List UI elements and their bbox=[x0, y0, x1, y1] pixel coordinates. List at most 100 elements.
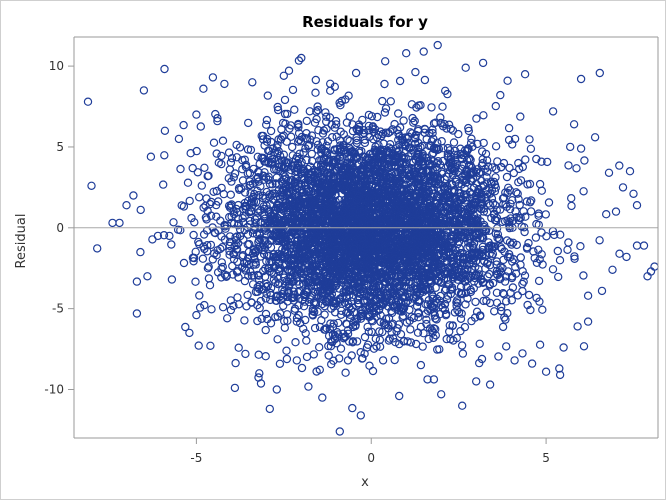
data-point bbox=[195, 291, 204, 300]
data-point bbox=[526, 144, 536, 153]
data-point bbox=[440, 119, 449, 129]
data-point bbox=[243, 145, 253, 154]
data-point bbox=[579, 342, 589, 351]
data-point bbox=[368, 220, 377, 230]
data-point bbox=[261, 294, 270, 303]
data-point bbox=[311, 75, 320, 85]
data-point bbox=[497, 162, 506, 172]
data-point bbox=[544, 198, 554, 207]
data-point bbox=[541, 210, 551, 219]
data-point bbox=[273, 140, 282, 150]
data-point bbox=[467, 163, 477, 173]
data-point bbox=[353, 126, 362, 135]
data-point bbox=[429, 171, 438, 180]
data-point bbox=[337, 306, 346, 315]
data-point bbox=[188, 253, 198, 262]
data-point bbox=[411, 139, 420, 148]
data-point bbox=[297, 211, 307, 221]
data-point bbox=[381, 104, 391, 113]
data-point bbox=[456, 227, 465, 237]
data-point bbox=[248, 280, 258, 289]
data-point bbox=[206, 240, 216, 250]
data-point bbox=[237, 263, 247, 272]
data-point bbox=[386, 97, 395, 106]
data-point bbox=[345, 275, 354, 284]
data-point bbox=[304, 237, 313, 247]
data-point bbox=[531, 233, 541, 242]
data-point bbox=[336, 270, 345, 280]
data-point bbox=[371, 334, 380, 343]
data-point bbox=[449, 252, 459, 262]
data-point bbox=[388, 334, 398, 343]
data-point bbox=[309, 350, 318, 359]
data-point bbox=[212, 149, 221, 158]
data-point bbox=[485, 269, 494, 279]
data-point bbox=[344, 236, 354, 245]
data-point bbox=[446, 124, 455, 134]
data-point bbox=[579, 271, 588, 280]
data-point bbox=[285, 288, 294, 298]
data-point bbox=[548, 265, 558, 274]
data-point bbox=[518, 279, 527, 289]
data-point bbox=[332, 339, 341, 348]
data-point bbox=[435, 310, 444, 319]
data-point bbox=[375, 257, 385, 266]
data-point bbox=[278, 156, 287, 166]
data-point bbox=[324, 278, 333, 287]
data-point bbox=[238, 155, 247, 165]
data-point bbox=[257, 285, 266, 294]
data-point bbox=[305, 107, 314, 116]
data-point bbox=[526, 305, 535, 315]
data-point bbox=[455, 244, 464, 253]
data-point bbox=[471, 229, 480, 238]
data-point bbox=[231, 358, 240, 368]
data-point bbox=[516, 260, 525, 269]
data-point bbox=[425, 196, 435, 205]
data-point bbox=[430, 252, 439, 261]
data-point bbox=[384, 128, 393, 138]
data-point bbox=[454, 225, 463, 234]
data-point bbox=[227, 218, 236, 227]
data-point bbox=[412, 302, 422, 311]
data-point bbox=[334, 163, 343, 173]
data-point bbox=[417, 189, 426, 198]
data-point bbox=[324, 331, 334, 341]
data-point bbox=[439, 248, 448, 258]
data-point bbox=[322, 124, 331, 134]
data-point bbox=[382, 176, 392, 186]
data-point bbox=[246, 145, 256, 155]
data-point bbox=[427, 103, 436, 112]
data-point bbox=[289, 244, 298, 253]
data-point bbox=[467, 316, 476, 326]
data-point bbox=[262, 137, 272, 146]
data-point bbox=[444, 120, 454, 129]
data-point bbox=[376, 317, 385, 327]
data-point bbox=[290, 105, 299, 114]
data-point bbox=[413, 328, 423, 337]
data-point bbox=[254, 271, 264, 280]
data-point bbox=[394, 135, 403, 144]
data-point bbox=[200, 163, 209, 172]
data-point bbox=[317, 203, 326, 213]
data-point bbox=[387, 218, 396, 227]
data-point bbox=[310, 323, 320, 333]
data-point bbox=[498, 194, 508, 203]
data-point bbox=[210, 228, 220, 238]
data-point bbox=[375, 244, 384, 253]
data-point bbox=[435, 266, 444, 276]
data-point bbox=[298, 265, 308, 274]
data-point bbox=[453, 239, 462, 249]
data-point bbox=[185, 196, 194, 206]
data-point bbox=[397, 169, 406, 179]
data-point bbox=[343, 135, 352, 144]
data-point bbox=[308, 156, 317, 166]
data-point bbox=[273, 105, 283, 115]
data-point bbox=[333, 328, 342, 337]
data-point bbox=[427, 235, 436, 244]
data-point bbox=[505, 186, 515, 195]
data-point bbox=[240, 202, 250, 211]
data-point bbox=[222, 314, 232, 323]
data-point bbox=[286, 132, 296, 141]
data-point bbox=[377, 202, 386, 212]
data-point bbox=[566, 142, 575, 152]
